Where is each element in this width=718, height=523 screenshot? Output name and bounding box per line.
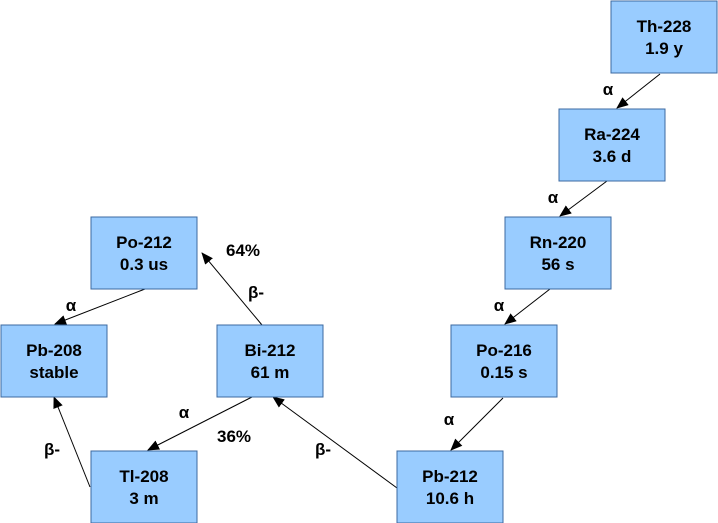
branch-ratio-bi212-tl208: 36% xyxy=(217,427,251,446)
node-po216: Po-216 0.15 s xyxy=(450,324,558,398)
node-box xyxy=(0,324,108,398)
arrow-po212-pb208 xyxy=(54,288,146,325)
edge-label-th228-ra224: α xyxy=(603,80,614,99)
edge-tl208-pb208: β- xyxy=(44,396,91,488)
nuclide-name: Rn-220 xyxy=(530,233,587,252)
branch-ratio-bi212-po212: 64% xyxy=(226,241,260,260)
node-bi212: Bi-212 61 m xyxy=(216,324,324,398)
edge-po216-pb212: α xyxy=(444,397,504,451)
half-life: 0.3 us xyxy=(120,255,168,274)
arrow-rn220-po216 xyxy=(504,288,551,325)
edge-po212-pb208: α xyxy=(54,288,146,325)
edges: α α α α β- β- 64% α xyxy=(44,73,661,489)
node-box xyxy=(504,216,612,290)
edge-ra224-rn220: α xyxy=(548,180,608,217)
edge-label-pb212-bi212: β- xyxy=(315,440,331,459)
edge-label-bi212-po212: β- xyxy=(248,283,264,302)
half-life: 61 m xyxy=(251,363,290,382)
node-th228: Th-228 1.9 y xyxy=(610,0,718,74)
node-box xyxy=(90,216,198,290)
node-pb212: Pb-212 10.6 h xyxy=(396,450,504,523)
edge-label-tl208-pb208: β- xyxy=(44,440,60,459)
arrow-bi212-po212 xyxy=(201,252,263,326)
node-box xyxy=(610,0,718,74)
arrow-bi212-tl208 xyxy=(147,396,253,451)
half-life: 56 s xyxy=(541,255,574,274)
node-po212: Po-212 0.3 us xyxy=(90,216,198,290)
edge-rn220-po216: α xyxy=(494,288,551,325)
node-box xyxy=(450,324,558,398)
arrow-th228-ra224 xyxy=(616,73,661,109)
node-box xyxy=(90,450,198,523)
half-life: 1.9 y xyxy=(645,39,683,58)
nuclide-name: Th-228 xyxy=(637,17,692,36)
arrow-tl208-pb208 xyxy=(53,396,91,488)
node-rn220: Rn-220 56 s xyxy=(504,216,612,290)
half-life: 3.6 d xyxy=(593,147,632,166)
half-life: stable xyxy=(29,363,78,382)
nuclide-name: Ra-224 xyxy=(584,125,640,144)
arrow-po216-pb212 xyxy=(450,397,504,451)
nuclide-name: Bi-212 xyxy=(244,341,295,360)
node-tl208: Tl-208 3 m xyxy=(90,450,198,523)
node-pb208: Pb-208 stable xyxy=(0,324,108,398)
nuclide-name: Pb-208 xyxy=(26,341,82,360)
arrow-ra224-rn220 xyxy=(559,180,608,217)
nuclide-name: Po-212 xyxy=(116,233,172,252)
node-box xyxy=(396,450,504,523)
half-life: 0.15 s xyxy=(480,363,527,382)
node-ra224: Ra-224 3.6 d xyxy=(558,108,666,182)
edge-label-ra224-rn220: α xyxy=(548,188,559,207)
edge-pb212-bi212: β- xyxy=(272,396,398,489)
nuclide-name: Tl-208 xyxy=(119,467,168,486)
nuclide-name: Pb-212 xyxy=(422,467,478,486)
node-box xyxy=(216,324,324,398)
edge-bi212-tl208: α 36% xyxy=(147,396,253,451)
edge-label-rn220-po216: α xyxy=(494,296,505,315)
node-box xyxy=(558,108,666,182)
edge-label-bi212-tl208: α xyxy=(179,403,190,422)
arrow-pb212-bi212 xyxy=(272,396,398,489)
edge-th228-ra224: α xyxy=(603,73,661,109)
half-life: 10.6 h xyxy=(426,489,474,508)
edge-label-po212-pb208: α xyxy=(66,296,77,315)
edge-label-po216-pb212: α xyxy=(444,410,455,429)
edge-bi212-po212: β- 64% xyxy=(201,241,264,326)
nuclide-name: Po-216 xyxy=(476,341,532,360)
half-life: 3 m xyxy=(129,489,158,508)
